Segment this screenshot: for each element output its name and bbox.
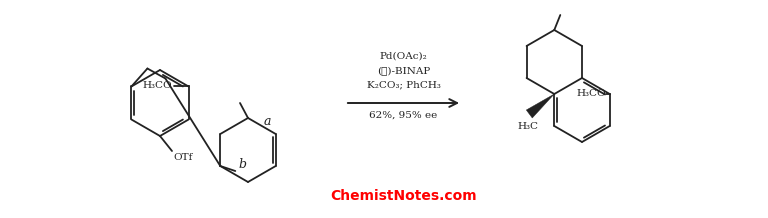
Text: b: b	[238, 157, 247, 170]
Text: H₃C: H₃C	[518, 122, 539, 131]
Text: H₃CO: H₃CO	[143, 81, 173, 90]
Text: OTf: OTf	[173, 153, 192, 162]
Text: H₃CO: H₃CO	[576, 89, 606, 97]
Text: Pd(OAc)₂: Pd(OAc)₂	[379, 52, 427, 61]
Text: a: a	[263, 115, 270, 128]
Text: (ℛ)-BINAP: (ℛ)-BINAP	[377, 66, 430, 75]
Text: K₂CO₃; PhCH₃: K₂CO₃; PhCH₃	[366, 80, 440, 89]
Polygon shape	[526, 94, 554, 118]
Text: ChemistNotes.com: ChemistNotes.com	[330, 189, 477, 203]
Text: 62%, 95% ee: 62%, 95% ee	[369, 111, 438, 120]
